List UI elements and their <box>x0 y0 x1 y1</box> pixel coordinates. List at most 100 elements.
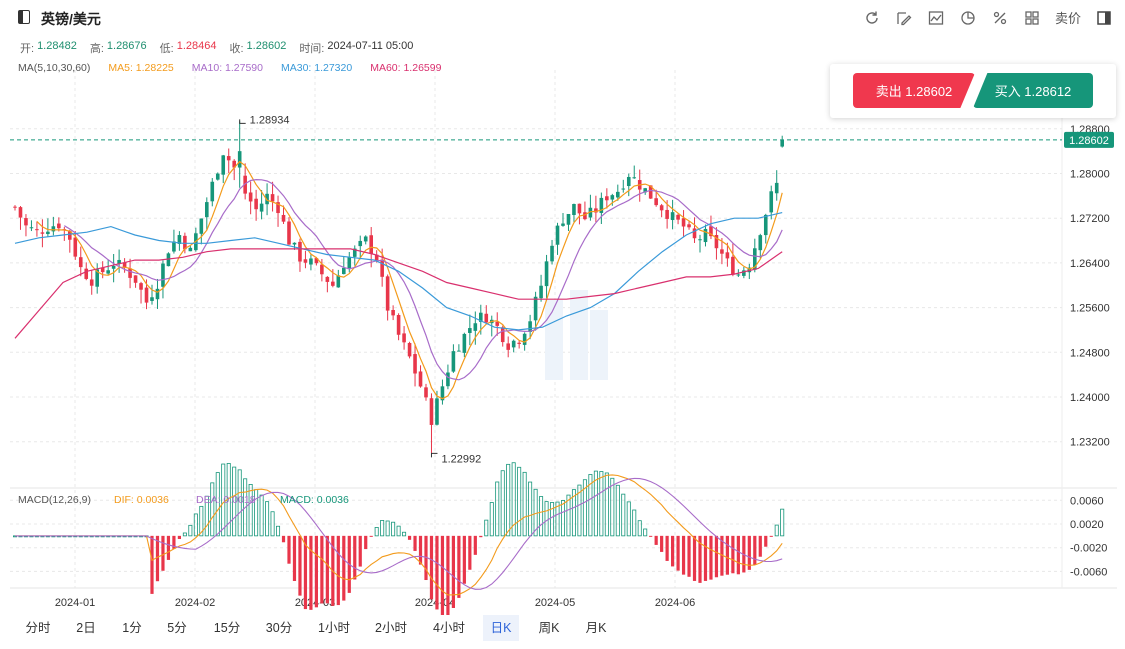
macd-bar <box>561 500 566 537</box>
period-1hour[interactable]: 1小时 <box>318 621 350 635</box>
open-label: 开: <box>20 43 35 55</box>
macd-bar <box>687 535 691 577</box>
dea-line <box>15 477 783 590</box>
macd-bar <box>500 470 505 537</box>
draw-icon[interactable] <box>895 9 913 27</box>
candle-body <box>687 224 691 228</box>
low-value: 1.28464 <box>176 40 217 52</box>
candle-body <box>566 213 571 225</box>
macd-bar <box>495 481 500 537</box>
macd-bar <box>435 535 439 610</box>
period-monthly[interactable]: 月K <box>585 621 607 635</box>
candle-body <box>495 321 500 326</box>
macd-bar <box>582 479 587 537</box>
candle-body <box>402 333 406 343</box>
candle-body <box>648 185 653 199</box>
chart-type-icon[interactable] <box>927 9 945 27</box>
candle-body <box>155 288 160 300</box>
period-daily[interactable]: 日K <box>483 615 519 641</box>
macd-tick-label: 0.0020 <box>1070 519 1104 531</box>
price-tick-label: 1.28000 <box>1070 169 1110 181</box>
candle-body <box>736 274 741 276</box>
macd-bar <box>681 535 686 575</box>
macd-bar <box>539 496 544 537</box>
annotation-pointer <box>239 119 246 124</box>
candle-body <box>325 276 330 282</box>
period-fenshi[interactable]: 分时 <box>25 621 51 635</box>
panel-toggle-icon[interactable] <box>1095 9 1113 27</box>
candle-body <box>758 235 763 251</box>
macd-bar <box>506 463 511 537</box>
macd-bar <box>243 478 248 537</box>
percent-icon[interactable] <box>991 9 1009 27</box>
candle-body <box>610 195 615 200</box>
candle-body <box>594 208 598 213</box>
sell-price-toggle[interactable]: 卖价 <box>1054 11 1081 26</box>
macd-bar <box>446 535 450 615</box>
price-chart[interactable]: 1.23200 1.24000 1.24800 1.25600 1.26400 1.272… <box>0 0 1125 615</box>
candle-body <box>506 343 510 350</box>
macd-bar <box>182 532 187 537</box>
candle-body <box>692 228 697 239</box>
period-30min[interactable]: 30分 <box>265 621 293 635</box>
candle-body <box>747 267 752 273</box>
candle-body <box>210 181 215 202</box>
candle-body <box>183 235 187 250</box>
period-4hour[interactable]: 4小时 <box>433 621 465 635</box>
candle-body <box>725 252 730 259</box>
buy-button[interactable]: 买入 1.28612 <box>973 73 1093 108</box>
macd-bar <box>753 535 757 565</box>
period-2day[interactable]: 2日 <box>76 621 96 635</box>
candle-body <box>320 264 324 275</box>
candle-body <box>287 221 291 245</box>
macd-bar <box>604 472 609 537</box>
candle-body <box>336 275 341 288</box>
candle-body <box>111 265 116 269</box>
grid-icon[interactable] <box>1023 9 1041 27</box>
period-weekly[interactable]: 周K <box>538 621 560 635</box>
macd-bar <box>676 535 680 571</box>
ma-legend-title: MA(5,10,30,60) <box>18 62 91 74</box>
period-5min[interactable]: 5分 <box>167 621 187 635</box>
macd-bar <box>758 535 762 557</box>
sell-button[interactable]: 卖出 1.28602 <box>853 73 975 108</box>
ma60-line <box>14 248 783 339</box>
period-2hour[interactable]: 2小时 <box>375 621 407 635</box>
candle-body <box>676 214 680 220</box>
candle-body <box>435 398 439 425</box>
macd-bar <box>462 535 466 584</box>
macd-bar <box>407 535 412 540</box>
macd-legend-item: MACD: 0.0036 <box>280 494 349 506</box>
pie-icon[interactable] <box>959 9 977 27</box>
sidebar-toggle-icon[interactable] <box>18 10 30 24</box>
time-label: 时间: <box>299 43 325 55</box>
period-1min[interactable]: 1分 <box>122 621 142 635</box>
candle-body <box>35 229 39 231</box>
ma10-line <box>63 178 783 381</box>
macd-bar <box>325 535 329 604</box>
candle-body <box>714 235 719 249</box>
macd-bar <box>632 509 637 537</box>
macd-bar <box>336 535 340 606</box>
candle-body <box>57 223 61 229</box>
candle-body <box>161 263 165 287</box>
candle-body <box>331 281 335 286</box>
macd-bar <box>369 535 373 537</box>
ohlc-info: 开: 1.28482 高: 1.28676 低: 1.28464 收: 1.28602 … <box>20 40 423 56</box>
candle-body <box>418 371 423 387</box>
candle-body <box>484 313 489 323</box>
refresh-icon[interactable] <box>863 9 881 27</box>
macd-bar <box>166 535 171 560</box>
macd-legend-item: DIF: 0.0036 <box>114 494 169 506</box>
watermark <box>545 300 563 380</box>
candle-body <box>753 248 757 270</box>
macd-bar <box>237 469 242 537</box>
candle-body <box>533 296 538 321</box>
dif-line <box>15 474 783 596</box>
candle-body <box>424 387 428 398</box>
macd-bar <box>188 524 193 537</box>
period-15min[interactable]: 15分 <box>213 621 241 635</box>
macd-bar <box>418 535 423 565</box>
period-bar: 分时 2日 1分 5分 15分 30分 1小时 2小时 4小时 日K 周K 月K <box>0 615 1125 643</box>
macd-bar <box>248 484 253 537</box>
